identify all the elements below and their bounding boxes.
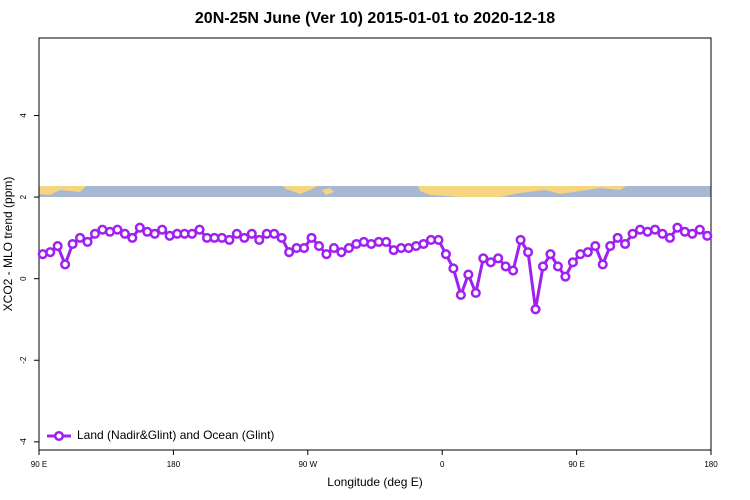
data-point bbox=[508, 265, 519, 276]
data-point bbox=[269, 228, 280, 239]
y-tick-label: 4 bbox=[19, 113, 28, 118]
chart-title: 20N-25N June (Ver 10) 2015-01-01 to 2020… bbox=[195, 10, 555, 27]
data-point bbox=[60, 259, 71, 270]
data-point bbox=[119, 228, 130, 239]
data-point bbox=[485, 257, 496, 268]
data-point bbox=[478, 253, 489, 264]
x-tick-label: 90 E bbox=[568, 460, 584, 469]
data-point bbox=[75, 232, 86, 243]
data-point bbox=[239, 232, 250, 243]
data-point bbox=[381, 236, 392, 248]
y-axis-title: XCO2 - MLO trend (ppm) bbox=[1, 177, 15, 312]
data-point bbox=[246, 228, 257, 239]
data-point bbox=[672, 222, 683, 233]
y-tick-label: 2 bbox=[19, 194, 28, 199]
plot-frame bbox=[38, 37, 712, 451]
x-tick-label: 180 bbox=[704, 460, 718, 469]
data-point bbox=[67, 238, 78, 250]
data-point bbox=[321, 249, 332, 260]
data-point bbox=[612, 232, 623, 243]
data-point bbox=[590, 240, 601, 252]
data-point bbox=[702, 230, 713, 241]
x-tick-label: 90 W bbox=[298, 460, 317, 469]
data-point bbox=[328, 243, 339, 254]
data-point bbox=[299, 243, 310, 254]
data-point bbox=[664, 232, 675, 243]
data-point bbox=[440, 249, 451, 260]
data-point bbox=[127, 232, 138, 243]
data-point bbox=[313, 240, 325, 252]
data-point bbox=[537, 261, 549, 272]
x-axis-title: Longitude (deg E) bbox=[327, 475, 422, 489]
data-point bbox=[187, 228, 198, 239]
data-point bbox=[500, 261, 511, 272]
data-point bbox=[694, 224, 705, 235]
y-tick-label: -2 bbox=[19, 356, 28, 364]
y-tick-label: 0 bbox=[19, 276, 28, 281]
data-point bbox=[45, 247, 56, 258]
data-point bbox=[134, 222, 145, 233]
data-point bbox=[523, 247, 534, 258]
data-point bbox=[336, 247, 347, 258]
data-point bbox=[515, 234, 526, 245]
data-point bbox=[284, 247, 295, 258]
y-tick-label: -4 bbox=[19, 438, 28, 446]
data-point bbox=[560, 271, 571, 282]
data-point bbox=[433, 234, 444, 245]
data-point bbox=[157, 224, 168, 235]
data-point bbox=[231, 228, 242, 239]
data-point bbox=[276, 232, 287, 243]
legend-marker bbox=[53, 430, 65, 442]
data-point bbox=[254, 234, 265, 245]
data-point bbox=[627, 228, 638, 239]
data-point bbox=[545, 249, 556, 260]
data-point bbox=[52, 240, 63, 252]
data-point bbox=[597, 259, 608, 270]
data-point bbox=[567, 257, 578, 268]
data-point bbox=[530, 304, 541, 315]
data-point bbox=[493, 253, 504, 264]
data-point bbox=[605, 240, 616, 252]
map-strip bbox=[39, 186, 711, 197]
data-point bbox=[657, 228, 668, 239]
x-tick-label: 90 E bbox=[31, 460, 47, 469]
data-point bbox=[112, 224, 123, 235]
x-tick-label: 180 bbox=[167, 460, 181, 469]
data-point bbox=[582, 247, 593, 258]
data-point bbox=[455, 289, 466, 301]
x-tick-label: 0 bbox=[440, 460, 445, 469]
data-point bbox=[470, 287, 481, 299]
data-point bbox=[463, 269, 474, 280]
data-point bbox=[82, 236, 93, 248]
data-point bbox=[194, 224, 205, 235]
data-point bbox=[149, 228, 160, 239]
data-point bbox=[418, 238, 429, 250]
data-point bbox=[649, 224, 661, 235]
data-point bbox=[306, 232, 317, 243]
data-point bbox=[687, 228, 698, 239]
data-point bbox=[224, 234, 235, 245]
data-point bbox=[448, 263, 459, 274]
data-point bbox=[620, 238, 631, 250]
data-point bbox=[89, 228, 101, 239]
legend-label: Land (Nadir&Glint) and Ocean (Glint) bbox=[77, 428, 274, 442]
data-point bbox=[343, 243, 354, 254]
data-point bbox=[552, 261, 563, 272]
